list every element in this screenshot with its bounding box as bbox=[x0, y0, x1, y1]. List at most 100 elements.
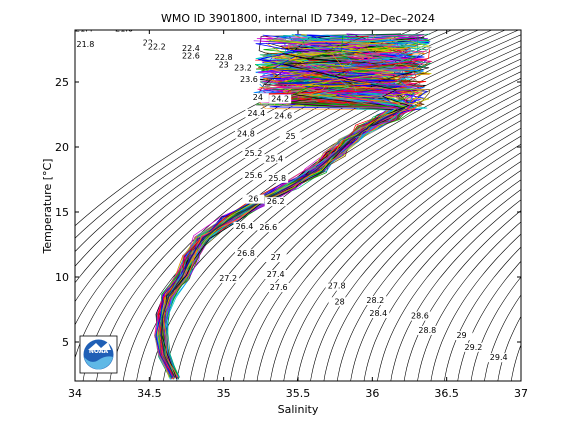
density-contour bbox=[430, 233, 521, 381]
profile-line bbox=[158, 37, 430, 378]
noaa-logo: NOAA bbox=[79, 335, 118, 374]
density-label-bg bbox=[267, 283, 290, 292]
density-label: 28.2 bbox=[366, 296, 384, 305]
density-contour bbox=[390, 199, 521, 381]
density-contour bbox=[497, 315, 521, 381]
density-contour bbox=[525, 30, 576, 381]
noaa-logo-text: NOAA bbox=[89, 348, 109, 355]
density-label: 23.6 bbox=[240, 75, 258, 84]
density-label-bg bbox=[328, 297, 351, 307]
density-label: 27.8 bbox=[328, 282, 346, 291]
profile-line bbox=[154, 50, 427, 376]
density-contour bbox=[243, 105, 521, 381]
density-label-bg bbox=[416, 325, 439, 335]
density-label-bg bbox=[272, 111, 295, 121]
density-label-bg bbox=[233, 221, 256, 231]
density-label: 24.2 bbox=[271, 95, 289, 104]
density-label: 25.4 bbox=[265, 154, 283, 163]
density-label: 27.6 bbox=[270, 283, 288, 292]
density-contour bbox=[336, 160, 521, 381]
density-contour bbox=[565, 30, 576, 381]
x-axis: 34 34.5 35 35.5 36 36.5 37 bbox=[68, 30, 528, 400]
density-label: 22.4 bbox=[182, 44, 200, 53]
density-contour bbox=[310, 143, 521, 381]
y-tick-label: 5 bbox=[62, 336, 69, 349]
y-tick-label: 15 bbox=[55, 206, 69, 219]
density-label-bg bbox=[266, 173, 289, 183]
density-contour bbox=[444, 246, 521, 381]
profile-line bbox=[163, 36, 427, 377]
density-label-bg bbox=[245, 108, 268, 118]
density-label: 28.8 bbox=[418, 326, 436, 335]
density-label: 25.2 bbox=[244, 149, 262, 158]
density-label: 24.6 bbox=[274, 111, 292, 120]
density-label-bg bbox=[75, 30, 95, 34]
density-label-bg bbox=[231, 63, 254, 73]
density-label-bg bbox=[237, 75, 260, 84]
density-label: 28.6 bbox=[411, 312, 429, 321]
density-label: 23.2 bbox=[234, 63, 252, 72]
density-label-bg bbox=[364, 296, 387, 305]
x-tick-label: 35 bbox=[217, 387, 231, 400]
density-contour bbox=[323, 152, 521, 381]
density-label-bg bbox=[325, 281, 348, 291]
density-label: 21.4 bbox=[75, 24, 93, 33]
density-contour bbox=[350, 169, 521, 381]
profile-lines bbox=[154, 33, 433, 380]
density-label-bg bbox=[212, 52, 235, 62]
density-label: 26.6 bbox=[259, 223, 277, 232]
density-contour bbox=[176, 71, 521, 381]
density-label: 27.2 bbox=[219, 274, 237, 283]
density-contour bbox=[457, 260, 521, 381]
x-axis-label: Salinity bbox=[278, 403, 319, 416]
density-label: 29 bbox=[456, 331, 466, 340]
profile-line bbox=[163, 36, 419, 376]
y-tick-label: 25 bbox=[55, 76, 69, 89]
density-label-bg bbox=[242, 194, 265, 204]
density-label-bg bbox=[212, 60, 235, 70]
x-tick-label: 37 bbox=[514, 387, 528, 400]
density-labels: 21.421.621.82222.222.422.622.82323.223.6… bbox=[75, 24, 510, 363]
density-label: 22.2 bbox=[148, 43, 166, 52]
density-contour bbox=[403, 210, 521, 381]
density-contour bbox=[189, 77, 521, 381]
density-label-bg bbox=[487, 353, 510, 363]
density-label: 27 bbox=[271, 253, 281, 262]
density-label-bg bbox=[242, 149, 265, 159]
density-label-bg bbox=[264, 270, 287, 279]
x-tick-label: 35.5 bbox=[286, 387, 311, 400]
density-contour bbox=[484, 294, 521, 381]
density-contour bbox=[551, 30, 576, 381]
density-label-bg bbox=[264, 253, 287, 263]
density-label: 24 bbox=[253, 93, 263, 102]
density-label: 29.2 bbox=[465, 343, 483, 352]
density-label: 25.8 bbox=[268, 174, 286, 183]
density-contour bbox=[229, 98, 521, 381]
density-label-bg bbox=[263, 154, 286, 164]
density-label-bg bbox=[145, 42, 168, 52]
density-label-bg bbox=[264, 197, 287, 207]
density-contour bbox=[283, 127, 521, 381]
chart-title: WMO ID 3901800, internal ID 7349, 12–Dec… bbox=[161, 12, 435, 25]
density-contour bbox=[296, 135, 521, 381]
profile-line bbox=[158, 49, 430, 376]
x-tick-label: 34 bbox=[68, 387, 82, 400]
profile-line bbox=[161, 63, 416, 376]
density-label: 29.4 bbox=[490, 353, 508, 362]
density-label: 22.8 bbox=[215, 53, 233, 62]
density-label-bg bbox=[408, 311, 431, 321]
y-tick-label: 10 bbox=[55, 271, 69, 284]
density-label-bg bbox=[234, 249, 257, 259]
density-label: 22.6 bbox=[182, 52, 200, 61]
density-label: 25.6 bbox=[244, 171, 262, 180]
density-contour bbox=[256, 112, 521, 381]
density-label-bg bbox=[246, 93, 269, 103]
density-label: 26.8 bbox=[237, 249, 255, 258]
y-tick-label: 20 bbox=[55, 141, 69, 154]
density-label-bg bbox=[113, 30, 136, 34]
x-tick-label: 36.5 bbox=[434, 387, 459, 400]
density-label: 21.8 bbox=[77, 40, 95, 49]
x-tick-label: 34.5 bbox=[137, 387, 162, 400]
density-label-bg bbox=[242, 171, 265, 181]
density-label-bg bbox=[217, 273, 240, 283]
